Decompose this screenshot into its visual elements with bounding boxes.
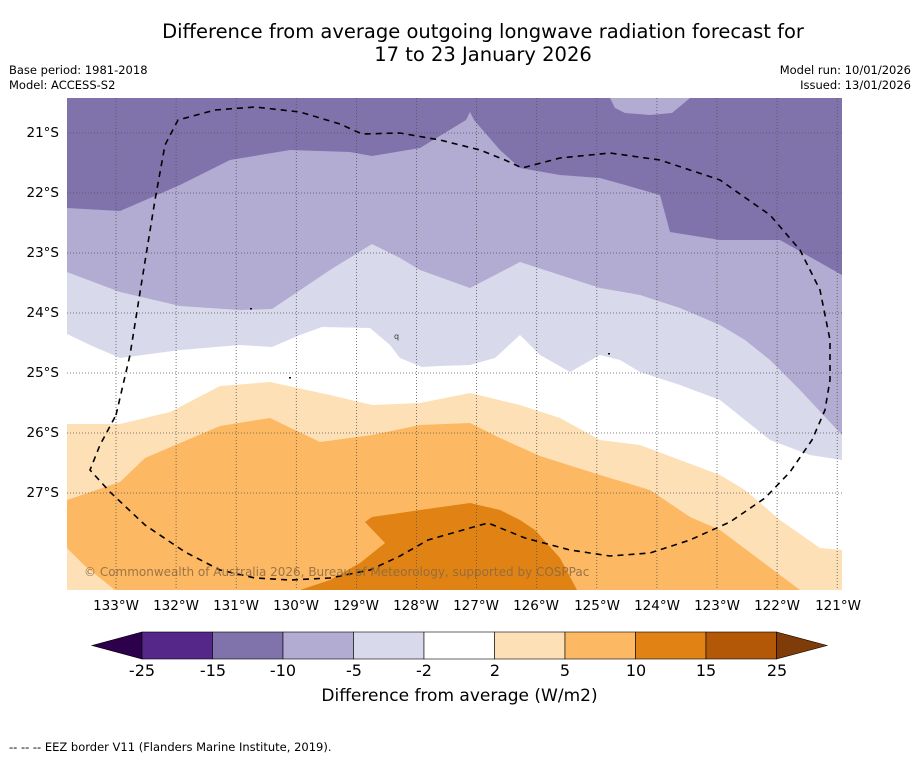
colorbar-tick: 5 [559, 661, 571, 680]
lon-label: 127°W [453, 598, 499, 614]
lon-label: 129°W [333, 598, 379, 614]
colorbar-tick: 15 [695, 661, 717, 680]
lon-label: 121°W [815, 598, 861, 614]
contour-band-pos5-pos10 [67, 418, 800, 590]
model-run: Model run: 10/01/2026 [779, 63, 911, 77]
colorbar-tick: -10 [269, 661, 297, 680]
colorbar-swatch [705, 631, 777, 660]
contour-label-artifact: q [394, 332, 399, 341]
colorbar-swatch [141, 631, 213, 660]
colorbar-tick: 10 [625, 661, 647, 680]
colorbar-tick: -5 [346, 661, 362, 680]
meta-right: Model run: 10/01/2026 Issued: 13/01/2026 [780, 63, 911, 93]
colorbar-swatch [282, 631, 354, 660]
colorbar-swatches [90, 631, 829, 660]
contour-band-pos2-pos5-corner-right [790, 560, 842, 590]
lon-label: 126°W [513, 598, 559, 614]
model-name: Model: ACCESS-S2 [9, 78, 116, 92]
colorbar-swatch [212, 631, 284, 660]
lon-label: 132°W [153, 598, 199, 614]
lat-label: 24°S [26, 305, 60, 321]
lat-label: 21°S [26, 125, 60, 141]
chart-title: Difference from average outgoing longwav… [0, 20, 919, 66]
title-line-1: Difference from average outgoing longwav… [162, 20, 804, 43]
contour-artifact-dot [250, 308, 252, 310]
map-plot: q [67, 98, 842, 590]
lon-label: 124°W [634, 598, 680, 614]
lon-label: 122°W [754, 598, 800, 614]
issued-date: Issued: 13/01/2026 [800, 78, 911, 92]
colorbar-swatch [635, 631, 707, 660]
lon-label: 131°W [213, 598, 259, 614]
lat-label: 27°S [26, 485, 60, 501]
eez-border [89, 106, 831, 581]
colorbar-swatch [494, 631, 566, 660]
eez-footnote: -- -- -- EEZ border V11 (Flanders Marine… [9, 740, 332, 754]
lon-label: 123°W [694, 598, 740, 614]
meta-left: Base period: 1981-2018 Model: ACCESS-S2 [9, 63, 148, 93]
lon-label: 130°W [273, 598, 319, 614]
lon-label: 125°W [574, 598, 620, 614]
colorbar-tick: -15 [199, 661, 227, 680]
base-period: Base period: 1981-2018 [9, 63, 148, 77]
colorbar-tick: 2 [489, 661, 501, 680]
colorbar-swatch [353, 631, 425, 660]
contour-band-pos10-pos15 [300, 503, 577, 590]
colorbar-swatch [423, 631, 495, 660]
colorbar-tick: -25 [128, 661, 156, 680]
title-line-2: 17 to 23 January 2026 [374, 43, 592, 66]
colorbar-title: Difference from average (W/m2) [321, 686, 598, 706]
lat-label: 25°S [26, 365, 60, 381]
contour-band-pos2-pos5-corner [67, 548, 115, 590]
lon-label: 128°W [393, 598, 439, 614]
lat-label: 23°S [26, 245, 60, 261]
contour-fills [67, 98, 842, 590]
gridlines [67, 98, 842, 590]
lat-label: 22°S [26, 185, 60, 201]
lat-label: 26°S [26, 425, 60, 441]
contour-artifact-dot [289, 377, 291, 379]
colorbar-swatch [564, 631, 636, 660]
colorbar-tick: 25 [766, 661, 788, 680]
contour-artifact-dot [608, 353, 610, 355]
lon-label: 133°W [93, 598, 139, 614]
copyright-notice: © Commonwealth of Australia 2026, Bureau… [84, 565, 590, 579]
contour-band-neg10-neg5-top [610, 98, 690, 115]
colorbar-extend-low [90, 631, 143, 660]
colorbar-tick: -2 [416, 661, 432, 680]
colorbar-extend-high [776, 631, 829, 660]
